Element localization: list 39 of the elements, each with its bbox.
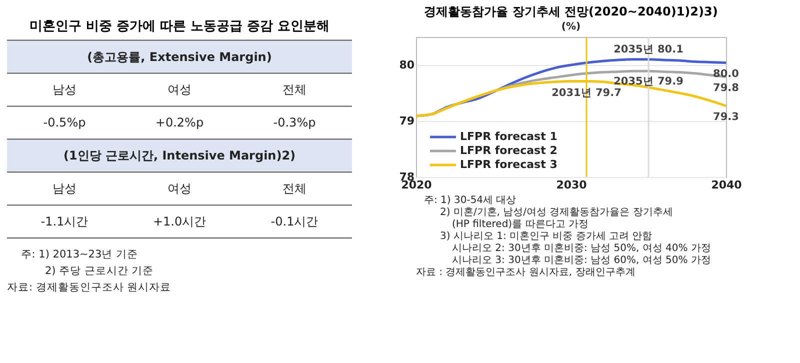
text: 여성 <box>168 82 192 97</box>
text: 2) 미혼/기혼, 남성/여성 경제활동참가율은 장기추세 <box>440 207 673 218</box>
legend-label: LFPR forecast 2 <box>460 144 558 157</box>
x-tick-label: 2040 <box>711 178 742 192</box>
text: 2) 주당 근로시간 기준 <box>44 264 154 277</box>
y-tick-label: 80 <box>399 58 415 72</box>
text: -0.5%p <box>43 116 86 130</box>
text: -0.1시간 <box>270 214 318 229</box>
text: 전체 <box>282 182 306 196</box>
text: 주: 1) 2013~23년 기준 <box>20 248 138 260</box>
annotation: 80.0 <box>713 68 739 80</box>
text: 자료: 경제활동인구조사 원시자료 <box>7 281 172 294</box>
text: 자료 : 경제활동인구조사 원시자료, 장래인구추계 <box>416 267 636 278</box>
text: 미혼인구 비중 증가에 따른 노동공급 증감 요인분해 <box>29 19 330 34</box>
y-tick-label: 79 <box>399 114 414 128</box>
text: 주: 1) 30-54세 대상 <box>424 195 516 206</box>
annotation: 2035년 80.1 <box>614 43 684 56</box>
y-axis-title: (%) <box>561 21 581 32</box>
text: +0.2%p <box>155 116 204 130</box>
legend-label: LFPR forecast 3 <box>460 158 558 171</box>
annotation: 79.3 <box>713 110 739 123</box>
text: 남성 <box>52 82 76 97</box>
x-tick-label: 2030 <box>556 178 588 192</box>
legend-label: LFPR forecast 1 <box>460 130 558 143</box>
text: 3) 시나리오 1: 미혼인구 비중 증가세 고려 안함 <box>440 231 652 242</box>
annotation: 79.8 <box>713 82 739 94</box>
text: +1.0시간 <box>152 214 206 229</box>
text: -1.1시간 <box>40 214 88 229</box>
text: 남성 <box>52 182 76 196</box>
chart-title: 경제활동참가율 장기추세 전망(2020~2040)1)2)3) <box>424 4 718 18</box>
annotation: 2035년 79.9 <box>614 76 684 88</box>
text: (1인당 근로시간, Intensive Margin)2) <box>63 148 296 163</box>
text: 여성 <box>168 182 192 196</box>
text: 시나리오 2: 30년후 미혼비중: 남성 50%, 여성 40% 가정 <box>452 243 711 254</box>
text: -0.3%p <box>273 116 316 130</box>
text: (총고용률, Extensive Margin) <box>87 50 272 64</box>
text: 시나리오 3: 30년후 미혼비중: 남성 60%, 여성 50% 가정 <box>452 255 711 266</box>
text: 전체 <box>282 82 306 97</box>
text: (HP filtered)를 따른다고 가정 <box>452 219 588 230</box>
